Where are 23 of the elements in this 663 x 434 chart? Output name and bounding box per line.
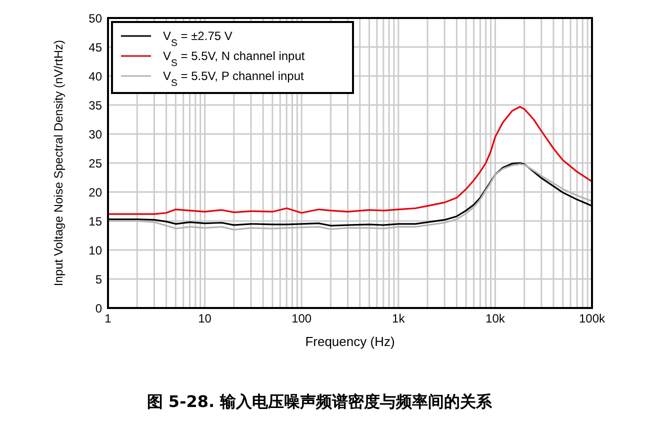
y-tick-label: 10	[88, 243, 102, 258]
x-tick-label: 100	[292, 312, 312, 326]
legend-label: V$_{S}$ = ±2.75 V	[163, 29, 232, 48]
x-axis-title: Frequency (Hz)	[305, 334, 395, 349]
y-axis-title: Input Voltage Noise Spectral Density (nV/rtHz)	[51, 40, 66, 286]
y-tick-label: 40	[88, 69, 102, 84]
legend-label: V$_{S}$ = 5.5V, N channel input	[163, 49, 306, 68]
text: 图 5-28. 输入电压噪声频谱密度与频率间的关系	[146, 392, 494, 413]
y-tick-label: 50	[88, 11, 102, 26]
y-tick-label: 30	[88, 127, 102, 142]
y-tick-label: 25	[88, 156, 102, 170]
y-tick-label: 35	[88, 98, 102, 112]
x-tick-label: 10k	[486, 312, 506, 326]
y-tick-label: 20	[88, 185, 102, 200]
x-tick-label: 10	[198, 312, 212, 326]
x-tick-label: 1k	[392, 312, 406, 326]
y-tick-label: 5	[95, 272, 102, 286]
y-tick-label: 15	[88, 214, 102, 228]
legend-label: V$_{S}$ = 5.5V, P channel input	[163, 69, 305, 88]
y-tick-label: 0	[95, 301, 102, 316]
x-tick-label: 100k	[578, 312, 606, 326]
y-tick-label: 45	[88, 40, 102, 54]
x-tick-label: 1	[104, 312, 112, 326]
